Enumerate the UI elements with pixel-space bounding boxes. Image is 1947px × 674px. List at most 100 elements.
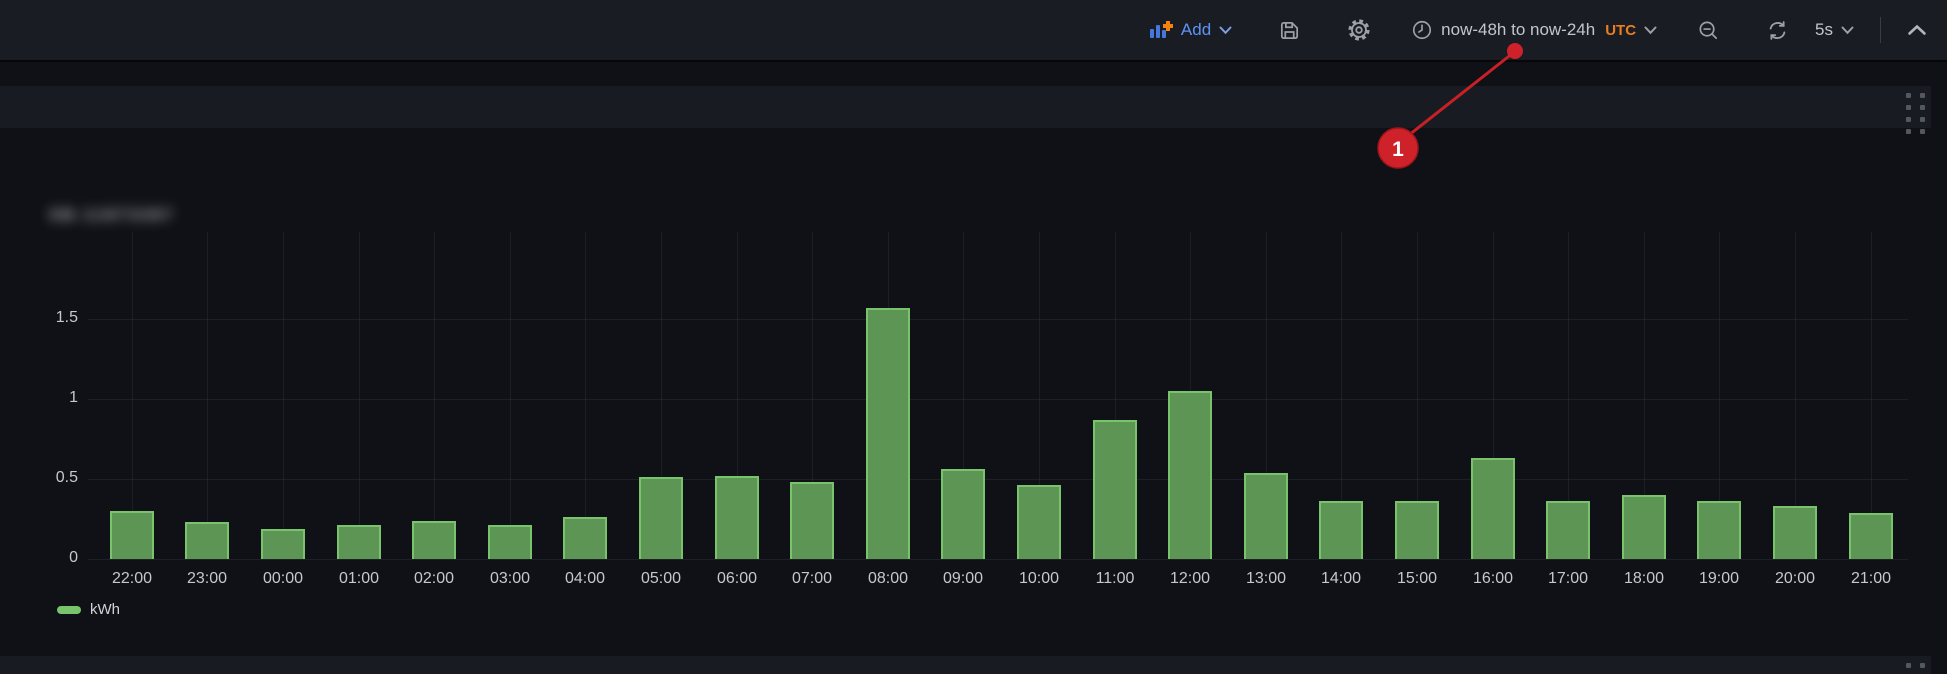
toolbar-divider bbox=[1880, 17, 1881, 43]
x-axis-tick-label: 00:00 bbox=[262, 570, 304, 587]
legend-item-kwh[interactable]: kWh bbox=[57, 601, 120, 618]
panel-header-strip-bottom bbox=[0, 656, 1931, 674]
bar-15:00[interactable] bbox=[1395, 501, 1439, 559]
y-axis-tick-label: 1.5 bbox=[55, 309, 78, 326]
gridline-vertical bbox=[434, 232, 436, 559]
x-axis-tick-label: 16:00 bbox=[1472, 570, 1514, 587]
annotation-number: 1 bbox=[1392, 138, 1404, 161]
gridline-vertical bbox=[283, 232, 284, 559]
gridline-vertical bbox=[131, 232, 133, 559]
gridline-vertical bbox=[812, 232, 814, 559]
x-axis-tick-label: 14:00 bbox=[1320, 570, 1362, 587]
y-axis-tick-label: 0 bbox=[69, 549, 78, 566]
x-axis-tick-label: 07:00 bbox=[791, 570, 833, 587]
bar-02:00[interactable] bbox=[412, 521, 456, 559]
bar-01:00[interactable] bbox=[337, 525, 381, 559]
x-axis-tick-label: 23:00 bbox=[186, 570, 228, 587]
chevron-up-icon bbox=[1907, 24, 1927, 36]
toolbar-actions: Add bbox=[1149, 0, 1947, 60]
drag-handle-icon[interactable] bbox=[1906, 663, 1925, 674]
bar-03:00[interactable] bbox=[488, 525, 532, 559]
x-axis-tick-label: 11:00 bbox=[1095, 570, 1135, 587]
chevron-down-icon bbox=[1219, 26, 1232, 35]
gridline-vertical bbox=[1870, 232, 1872, 559]
refresh-button[interactable] bbox=[1766, 19, 1789, 42]
bar-00:00[interactable] bbox=[261, 529, 305, 559]
add-button[interactable]: Add bbox=[1149, 20, 1232, 40]
collapse-controls-button[interactable] bbox=[1907, 24, 1927, 36]
x-axis-tick-label: 13:00 bbox=[1245, 570, 1287, 587]
bar-04:00[interactable] bbox=[563, 517, 607, 559]
gridline-vertical bbox=[509, 232, 511, 559]
bar-21:00[interactable] bbox=[1849, 513, 1893, 559]
x-axis-tick-label: 21:00 bbox=[1850, 570, 1892, 587]
chevron-down-icon bbox=[1644, 26, 1657, 35]
bar-22:00[interactable] bbox=[110, 511, 154, 559]
x-axis-tick-label: 10:00 bbox=[1018, 570, 1060, 587]
x-axis-tick-label: 01:00 bbox=[338, 570, 380, 587]
dashboard-toolbar: Add bbox=[0, 0, 1947, 60]
gridline-vertical bbox=[1417, 232, 1418, 559]
x-axis-tick-label: 17:00 bbox=[1547, 570, 1589, 587]
zoom-out-icon bbox=[1697, 19, 1720, 42]
y-axis-tick-label: 0.5 bbox=[55, 469, 78, 486]
legend-label: kWh bbox=[90, 601, 120, 618]
bar-07:00[interactable] bbox=[790, 482, 834, 559]
bar-12:00[interactable] bbox=[1168, 391, 1212, 559]
bar-10:00[interactable] bbox=[1017, 485, 1061, 559]
gridline-vertical bbox=[585, 232, 587, 559]
gridline-vertical bbox=[736, 232, 738, 559]
chevron-down-icon bbox=[1841, 26, 1854, 35]
refresh-interval-dropdown[interactable]: 5s bbox=[1815, 20, 1854, 40]
bar-19:00[interactable] bbox=[1697, 501, 1741, 559]
zoom-out-button[interactable] bbox=[1697, 19, 1720, 42]
x-axis-tick-label: 06:00 bbox=[716, 570, 758, 587]
time-range-picker-button[interactable]: now-48h to now-24h UTC bbox=[1411, 19, 1657, 41]
bar-06:00[interactable] bbox=[715, 476, 759, 559]
bar-23:00[interactable] bbox=[185, 522, 229, 559]
bar-05:00[interactable] bbox=[639, 477, 683, 559]
x-axis-tick-label: 15:00 bbox=[1396, 570, 1438, 587]
panel-title[interactable]: SB-11873387 bbox=[49, 207, 175, 224]
legend-swatch bbox=[57, 605, 81, 614]
bar-18:00[interactable] bbox=[1622, 495, 1666, 559]
gridline-vertical bbox=[1341, 232, 1343, 559]
x-axis-tick-label: 03:00 bbox=[489, 570, 531, 587]
bar-16:00[interactable] bbox=[1471, 458, 1515, 559]
bar-11:00[interactable] bbox=[1093, 420, 1137, 559]
bar-17:00[interactable] bbox=[1546, 501, 1590, 559]
add-button-label: Add bbox=[1180, 20, 1212, 39]
x-axis-tick-label: 05:00 bbox=[640, 570, 682, 587]
x-axis-tick-label: 04:00 bbox=[564, 570, 606, 587]
refresh-interval-label: 5s bbox=[1815, 20, 1833, 39]
bar-09:00[interactable] bbox=[941, 469, 985, 559]
gear-icon bbox=[1347, 18, 1371, 42]
save-dashboard-button[interactable] bbox=[1278, 19, 1301, 42]
gridline-horizontal bbox=[88, 479, 1908, 480]
y-axis-tick-label: 1 bbox=[69, 389, 78, 406]
refresh-icon bbox=[1766, 19, 1789, 42]
annotation-circle bbox=[1377, 127, 1419, 169]
gridline-vertical bbox=[661, 232, 662, 559]
add-panel-icon bbox=[1149, 20, 1173, 40]
x-axis-tick-label: 19:00 bbox=[1698, 570, 1740, 587]
gridline-vertical bbox=[1795, 232, 1796, 559]
x-axis-tick-label: 22:00 bbox=[111, 570, 153, 587]
gridline-vertical bbox=[1039, 232, 1040, 559]
save-icon bbox=[1278, 19, 1301, 42]
x-axis-tick-label: 08:00 bbox=[867, 570, 909, 587]
panel-header-strip-top bbox=[0, 86, 1931, 128]
bar-13:00[interactable] bbox=[1244, 473, 1288, 559]
bar-08:00[interactable] bbox=[866, 308, 910, 559]
gridline-vertical bbox=[358, 232, 360, 559]
bar-20:00[interactable] bbox=[1773, 506, 1817, 559]
bar-14:00[interactable] bbox=[1319, 501, 1363, 559]
x-axis-tick-label: 12:00 bbox=[1169, 570, 1211, 587]
gridline-vertical bbox=[1114, 232, 1116, 559]
x-axis-tick-label: 18:00 bbox=[1623, 570, 1665, 587]
drag-handle-icon[interactable] bbox=[1906, 93, 1925, 134]
clock-icon bbox=[1411, 19, 1433, 41]
timezone-label: UTC bbox=[1605, 21, 1637, 39]
dashboard-settings-button[interactable] bbox=[1347, 18, 1371, 42]
